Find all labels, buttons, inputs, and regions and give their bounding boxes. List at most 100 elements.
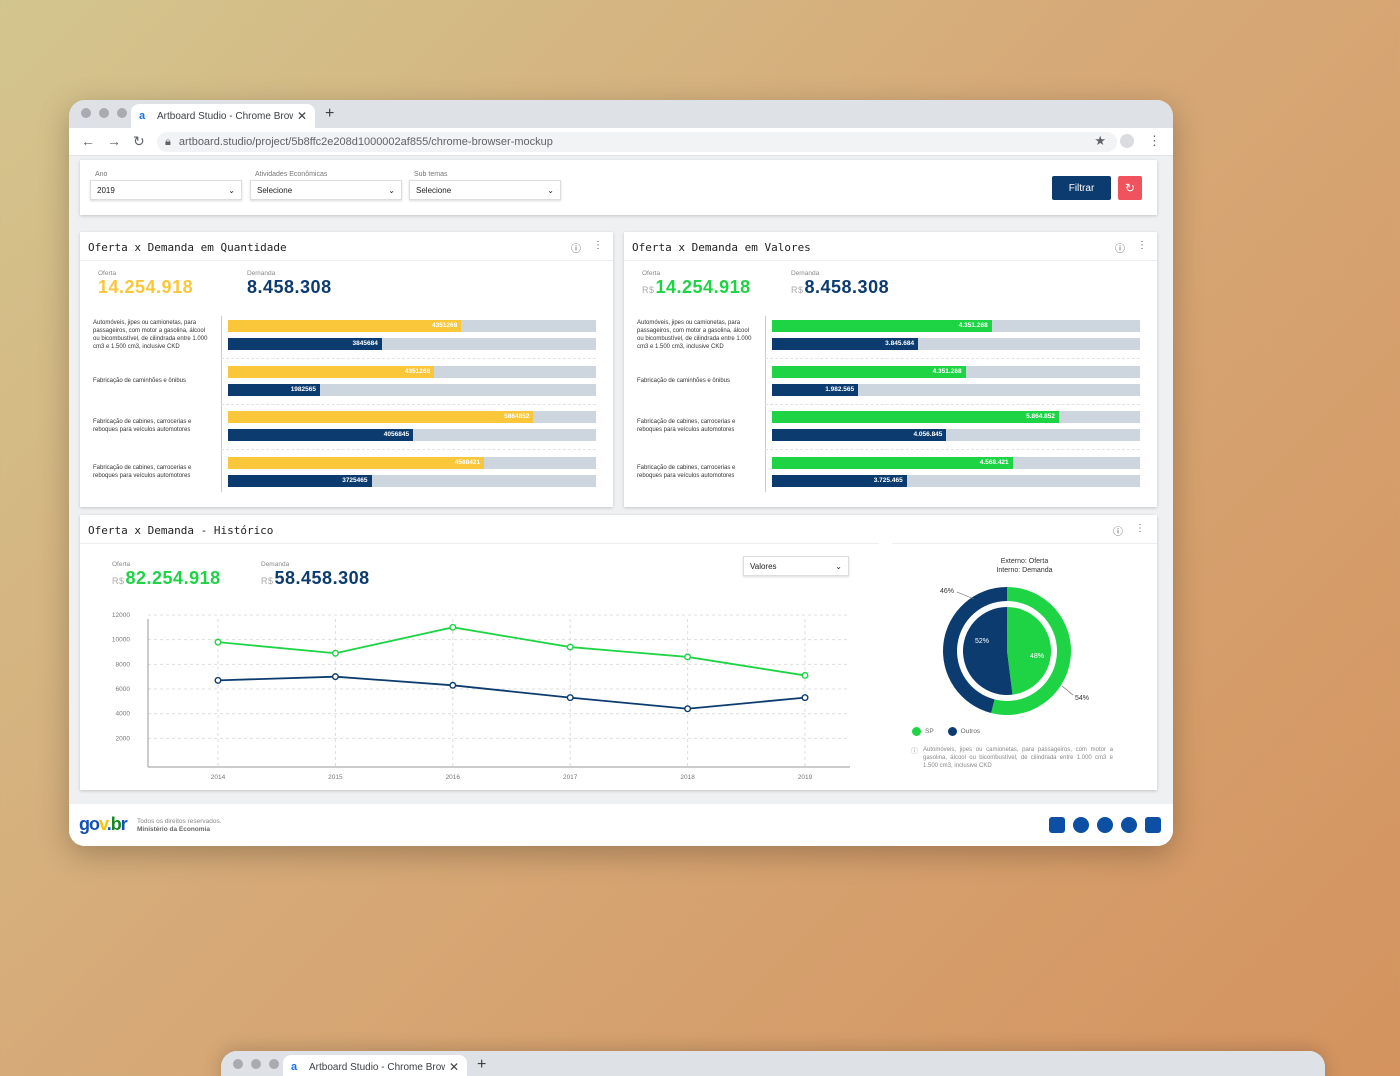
more-kebab-icon[interactable]: ⋮ (1137, 240, 1147, 251)
tab-bar: a Artboard Studio - Chrome Brow ✕ + (221, 1051, 1325, 1076)
outer-slice-sp (991, 587, 1071, 715)
oferta-bar[interactable]: 4351268 (228, 320, 462, 332)
legend-item-outros[interactable]: Outros (947, 727, 980, 736)
more-kebab-icon[interactable]: ⋮ (593, 240, 603, 251)
row-separator (221, 449, 596, 450)
info-icon[interactable]: ⓘ (1113, 527, 1123, 538)
filtrar-button[interactable]: Filtrar (1052, 176, 1111, 200)
demanda-bar-value: 4056845 (383, 431, 410, 438)
series-point-1 (449, 681, 457, 689)
card-title: Oferta x Demanda em Valores (632, 241, 811, 254)
outer-sp-label: 54% (1075, 695, 1089, 702)
bookmark-star-icon[interactable]: ★ (1094, 133, 1106, 148)
series-line-1 (217, 675, 806, 710)
legend-item-sp[interactable]: SP (912, 727, 934, 736)
govbr-logo[interactable]: gov.br (79, 814, 128, 834)
info-icon[interactable]: ⓘ (1115, 244, 1125, 255)
ano-label: Ano (95, 171, 108, 178)
oferta-bar-track: 4351268 (228, 320, 596, 332)
info-icon[interactable]: ⓘ (571, 244, 581, 255)
oferta-bar[interactable]: 4.351.268 (772, 365, 966, 378)
outer-slice-outros (943, 587, 1007, 713)
oferta-bar-value: 4351268 (431, 322, 458, 329)
demanda-bar[interactable]: 3845684 (228, 338, 382, 350)
ano-select[interactable]: 2019 ⌄ (90, 180, 242, 200)
minimize-dot[interactable] (251, 1059, 261, 1069)
forward-icon[interactable]: → (107, 133, 121, 149)
card-title: Oferta x Demanda - Histórico (88, 524, 274, 537)
oferta-bar-track: 4.568.421 (772, 456, 1140, 469)
close-tab-icon[interactable]: ✕ (296, 109, 307, 123)
demanda-bar[interactable]: 1982565 (228, 383, 320, 396)
demanda-bar-track: 1982565 (228, 383, 596, 396)
close-dot[interactable] (233, 1059, 243, 1069)
url-field[interactable]: 🔒︎ artboard.studio/project/5b8ffc2e208d1… (157, 132, 1117, 152)
donut-chart: 48% 52% 54% 46% (940, 587, 1089, 715)
valores-select[interactable]: Valores ⌄ (743, 556, 849, 576)
demanda-bar[interactable]: 3725465 (228, 474, 372, 487)
reset-button[interactable]: ↻ (1118, 176, 1142, 200)
flickr-icon[interactable] (1145, 817, 1161, 833)
oferta-bar[interactable]: 5.864.852 (772, 411, 1060, 423)
more-kebab-icon[interactable]: ⋮ (1135, 523, 1145, 534)
minimize-dot[interactable] (99, 108, 109, 118)
note-info-icon: ⓘ (911, 748, 918, 755)
demanda-bar-track: 3.845.684 (772, 338, 1140, 350)
donut-note: Automóveis, jipes ou camionetas, para pa… (923, 747, 1113, 769)
instagram-icon[interactable] (1073, 817, 1089, 833)
oferta-bar-value: 4.351.268 (958, 322, 988, 329)
close-tab-icon[interactable]: ✕ (448, 1060, 459, 1074)
currency-label: R$ (791, 285, 804, 295)
maximize-dot[interactable] (269, 1059, 279, 1069)
demanda-bar[interactable]: 1.982.565 (772, 383, 859, 396)
back-icon[interactable]: ← (81, 133, 95, 149)
row-label: Automóveis, jipes ou camionetas, para pa… (93, 320, 208, 350)
oferta-bar[interactable]: 4.351.268 (772, 320, 992, 332)
oferta-bar[interactable]: 4351268 (228, 365, 435, 378)
subtemas-select[interactable]: Selecione ⌄ (409, 180, 561, 200)
reload-icon[interactable]: ↻ (133, 133, 145, 149)
oferta-bar[interactable]: 4568421 (228, 456, 485, 469)
profile-avatar[interactable] (1120, 134, 1134, 148)
twitter-icon[interactable] (1097, 817, 1113, 833)
row-label: Fabricação de cabines, carrocerias e reb… (637, 464, 736, 479)
legend-dot-sp (912, 727, 921, 736)
oferta-bar[interactable]: 4.568.421 (772, 456, 1013, 469)
close-dot[interactable] (81, 108, 91, 118)
lock-icon: 🔒︎ (165, 135, 171, 148)
historico-card: Oferta x Demanda - Histórico ⓘ ⋮ Oferta R… (80, 515, 1157, 790)
menu-kebab-icon[interactable]: ⋮ (1148, 133, 1161, 148)
currency-label: R$ (112, 576, 125, 586)
youtube-icon[interactable] (1121, 817, 1137, 833)
demanda-bar[interactable]: 4056845 (228, 429, 414, 441)
atividades-select[interactable]: Selecione ⌄ (250, 180, 402, 200)
tab-title: Artboard Studio - Chrome Brow (157, 110, 293, 122)
series-point-0 (214, 638, 222, 646)
maximize-dot[interactable] (117, 108, 127, 118)
window-controls[interactable] (233, 1059, 279, 1069)
demanda-label: Demanda (791, 270, 820, 277)
oferta-bar-value: 5.864.852 (1026, 413, 1056, 420)
series-point-0 (331, 649, 339, 657)
row-separator (765, 449, 1140, 450)
row-separator (221, 358, 596, 359)
oferta-value: 82.254.918 (125, 568, 221, 588)
new-tab-icon[interactable]: + (325, 105, 335, 122)
window-controls[interactable] (81, 108, 127, 118)
new-tab-icon[interactable]: + (477, 1056, 487, 1073)
oferta-bar[interactable]: 5864852 (228, 411, 534, 423)
oferta-bar-value: 4.568.421 (979, 458, 1009, 466)
demanda-bar[interactable]: 3.845.684 (772, 338, 919, 350)
oferta-value: 14.254.918 (98, 277, 194, 297)
chevron-down-icon: ⌄ (388, 185, 395, 195)
browser-tab[interactable]: a Artboard Studio - Chrome Brow ✕ (131, 104, 315, 128)
demanda-bar[interactable]: 4.056.845 (772, 429, 947, 441)
browser-window-secondary: a Artboard Studio - Chrome Brow ✕ + (221, 1051, 1325, 1076)
address-bar: ← → ↻ 🔒︎ artboard.studio/project/5b8ffc2… (69, 128, 1173, 156)
facebook-icon[interactable] (1049, 817, 1065, 833)
demanda-bar[interactable]: 3.725.465 (772, 474, 907, 487)
y-tick-label: 2000 (116, 735, 131, 742)
demanda-bar-track: 4056845 (228, 429, 596, 441)
footer-ministry: Ministério da Economia (137, 826, 210, 833)
browser-tab[interactable]: a Artboard Studio - Chrome Brow ✕ (283, 1055, 467, 1076)
